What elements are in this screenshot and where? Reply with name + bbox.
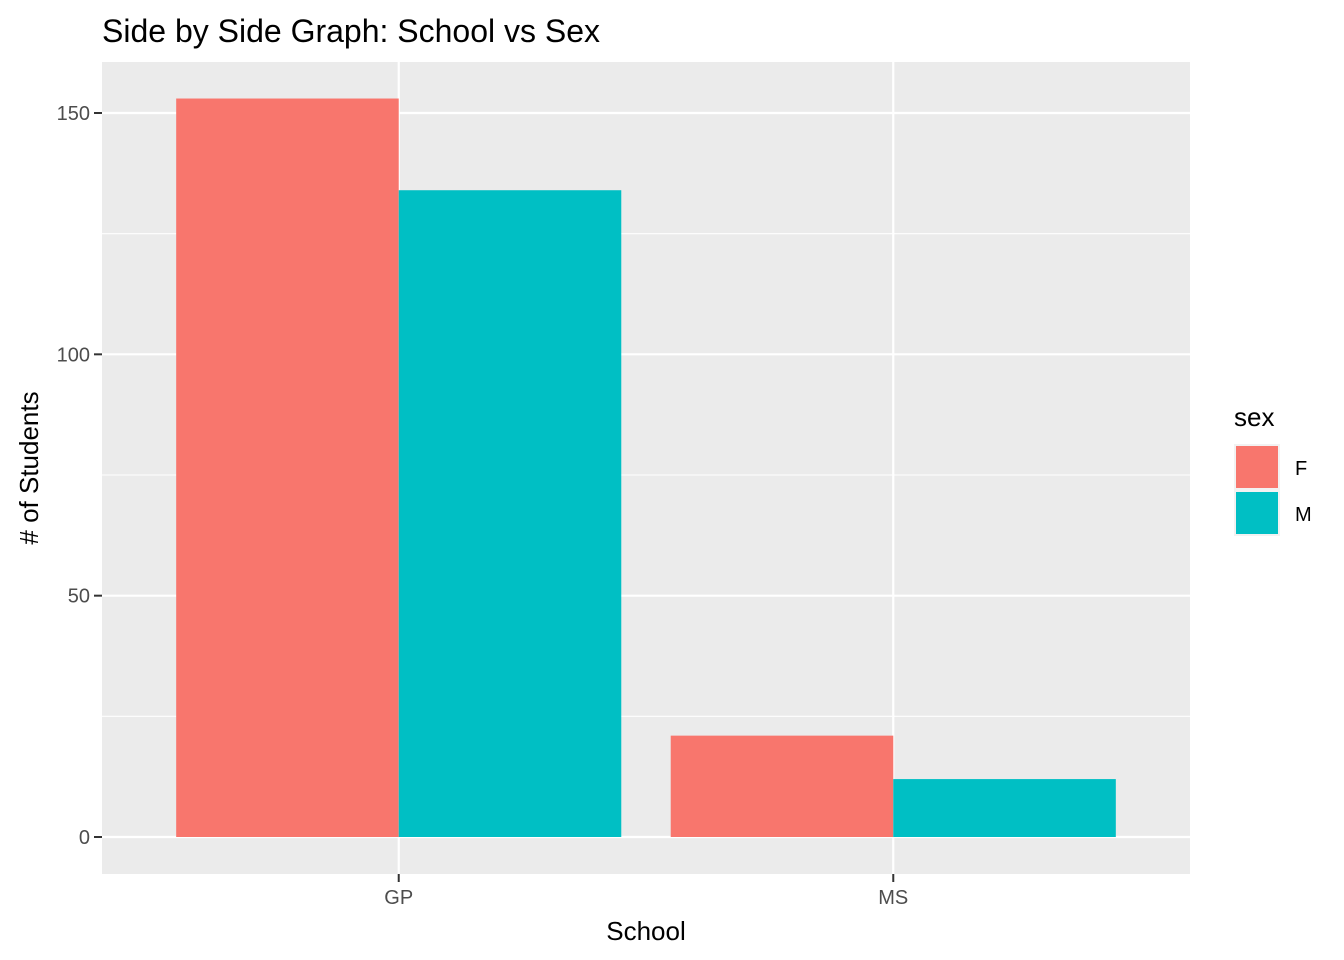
legend-title: sex: [1234, 402, 1274, 432]
legend: sex F M: [1234, 402, 1312, 536]
x-tick-label: GP: [384, 887, 413, 909]
bar-F-GP: [176, 98, 399, 838]
legend-label-F: F: [1295, 458, 1307, 480]
x-axis-title: School: [606, 916, 686, 946]
y-tick-label: 50: [68, 586, 90, 608]
bar-M-MS: [893, 779, 1116, 837]
x-tick-label: MS: [878, 887, 908, 909]
legend-label-M: M: [1295, 504, 1312, 526]
y-tick-label: 150: [57, 103, 90, 125]
x-axis: GP MS: [384, 874, 908, 909]
bar-M-GP: [398, 190, 622, 838]
y-tick-label: 100: [57, 344, 90, 366]
bar-F-MS: [670, 735, 894, 837]
y-axis-title: # of Students: [14, 391, 44, 544]
chart-title: Side by Side Graph: School vs Sex: [102, 13, 600, 49]
legend-swatch-M: [1236, 492, 1278, 534]
legend-swatch-F: [1236, 446, 1278, 488]
y-axis: 0 50 100 150: [57, 103, 102, 849]
y-tick-label: 0: [79, 827, 90, 849]
bars: [176, 98, 1116, 838]
